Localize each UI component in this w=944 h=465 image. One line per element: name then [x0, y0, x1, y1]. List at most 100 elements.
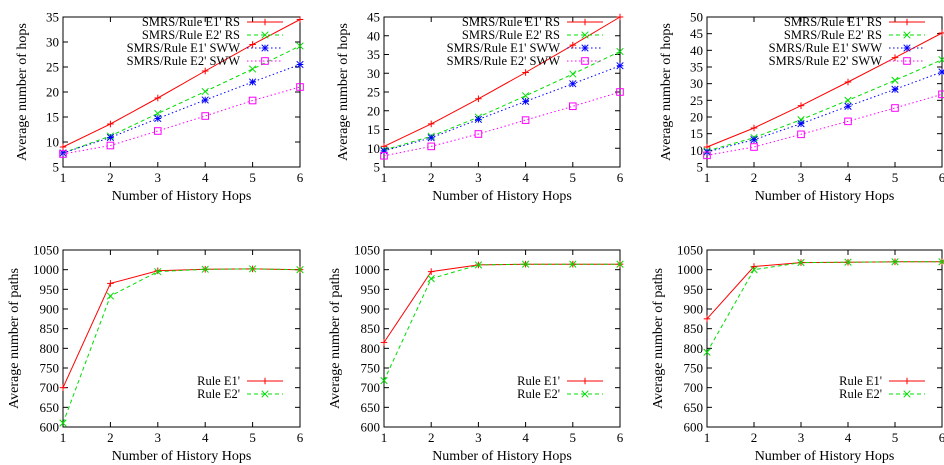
legend-marker [903, 377, 911, 385]
legend-label: SMRS/Rule E2' RS [142, 28, 240, 42]
y-tick-label: 900 [361, 302, 381, 317]
x-tick-label: 1 [704, 170, 711, 185]
y-tick-label: 1000 [33, 262, 59, 277]
x-tick-label: 1 [60, 430, 67, 445]
chart-5: 1 2 3 4 5 6 600 650 700 750 800 850 900 950 1000 1050 Nu… [328, 243, 624, 465]
data-point [474, 261, 483, 269]
marker-stroke [797, 258, 805, 267]
data-point [521, 97, 530, 106]
legend-label: SMRS/Rule E1' SWW [447, 41, 561, 55]
plot-frame [62, 249, 301, 428]
series-line [62, 19, 301, 148]
y-tick-label: 700 [40, 380, 60, 395]
series-line [383, 91, 621, 157]
x-tick-label: 2 [751, 430, 758, 445]
y-axis-label: Average number of paths [328, 268, 343, 409]
y-tick-label: 750 [40, 361, 60, 376]
y-tick-label: 15 [46, 110, 59, 125]
data-point [154, 94, 162, 102]
legend-label: SMRS/Rule E1' RS [462, 15, 560, 29]
marker-stroke [296, 266, 304, 274]
legend-label: SMRS/Rule E2' RS [784, 28, 882, 42]
data-point [938, 29, 944, 37]
data-point [154, 114, 162, 123]
y-tick-label: 1050 [354, 243, 380, 258]
data-point [938, 56, 944, 64]
data-point [107, 120, 114, 128]
legend: Rule E1'Rule E2' [517, 374, 603, 401]
x-tick-label: 1 [60, 170, 67, 185]
data-point [59, 384, 67, 391]
y-tick-label: 35 [367, 47, 380, 62]
y-tick-label: 25 [46, 60, 59, 75]
x-tick-label: 4 [522, 430, 529, 445]
legend-marker [581, 18, 589, 26]
y-tick-label: 45 [690, 26, 703, 41]
marker-stroke [616, 47, 624, 56]
x-tick-label: 4 [202, 430, 209, 445]
marker-square [154, 127, 162, 135]
y-tick-label: 750 [684, 361, 704, 376]
marker-stroke [903, 31, 911, 39]
y-tick-label: 35 [46, 10, 59, 25]
data-point [475, 95, 482, 103]
x-tick-label: 2 [428, 170, 435, 185]
marker-square [521, 116, 530, 124]
x-tick-label: 4 [845, 170, 852, 185]
x-axis-label: Number of History Hops [432, 449, 572, 464]
data-point [296, 266, 304, 274]
legend-label: Rule E1' [839, 374, 882, 388]
legend-label: SMRS/Rule E2' SWW [447, 54, 561, 68]
x-tick-label: 3 [798, 170, 805, 185]
data-point [616, 47, 624, 56]
y-tick-label: 950 [684, 282, 704, 297]
y-tick-label: 650 [684, 400, 704, 415]
x-tick-label: 4 [845, 430, 852, 445]
series-line [706, 261, 942, 353]
marker-stroke [569, 80, 577, 88]
data-point [569, 70, 577, 78]
legend-label: Rule E2' [517, 387, 560, 401]
legend: Rule E1'Rule E2' [839, 374, 925, 401]
data-point [938, 90, 944, 99]
series-line [383, 263, 620, 381]
data-point [106, 133, 115, 142]
y-tick-label: 1000 [677, 262, 703, 277]
marker-square [581, 57, 589, 65]
x-tick-label: 2 [751, 170, 758, 185]
y-tick-label: 25 [690, 93, 703, 108]
y-tick-label: 900 [40, 302, 60, 317]
x-axis-label: Number of History Hops [112, 189, 252, 204]
series-line [62, 268, 301, 424]
marker-stroke [569, 260, 577, 268]
x-tick-label: 3 [798, 430, 805, 445]
marker-stroke [616, 62, 624, 70]
x-tick-label: 3 [155, 170, 162, 185]
plot-frame [383, 249, 621, 428]
marker-stroke [261, 390, 269, 398]
data-point [797, 102, 805, 109]
data-point [844, 258, 852, 266]
marker-stroke [521, 260, 530, 268]
data-point [296, 42, 304, 50]
x-tick-label: 2 [428, 430, 435, 445]
data-point [106, 141, 115, 150]
y-tick-label: 850 [684, 321, 704, 336]
x-tick-label: 5 [570, 170, 577, 185]
series-line [383, 16, 621, 147]
marker-stroke [154, 267, 162, 276]
marker-stroke [891, 258, 899, 266]
marker-stroke [616, 260, 624, 268]
data-point [107, 280, 114, 287]
y-axis-label: Average number of hops [15, 23, 30, 161]
y-tick-label: 20 [46, 85, 59, 100]
data-point [891, 54, 899, 61]
data-point [427, 134, 435, 142]
marker-square [106, 141, 115, 150]
marker-stroke [154, 114, 162, 123]
x-axis-label: Number of History Hops [755, 449, 895, 464]
